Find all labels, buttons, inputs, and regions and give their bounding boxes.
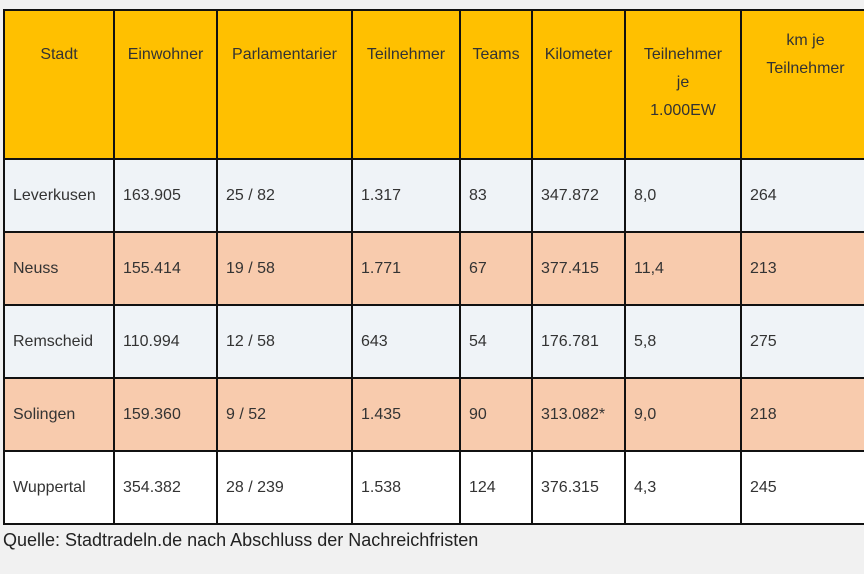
table-cell: 313.082* [531,377,626,452]
table-cell: 159.360 [113,377,218,452]
table-row: Wuppertal 354.382 28 / 239 1.538 124 376.315 4… [3,450,864,525]
header-cell: Teilnehmer je 1.000EW [624,9,742,160]
table-cell: 347.872 [531,158,626,233]
table-cell: 25 / 82 [216,158,353,233]
table-cell: 1.771 [351,231,461,306]
table-cell: 9,0 [624,377,742,452]
table-cell: 19 / 58 [216,231,353,306]
table-cell: 67 [459,231,533,306]
table-cell: 28 / 239 [216,450,353,525]
header-row: Stadt Einwohner Parlamentarier Teilnehme… [3,9,864,160]
table-cell: 54 [459,304,533,379]
table-cell: 354.382 [113,450,218,525]
source-caption: Quelle: Stadtradeln.de nach Abschluss de… [3,530,479,550]
table-cell: 12 / 58 [216,304,353,379]
table-cell: 110.994 [113,304,218,379]
table-row: Solingen 159.360 9 / 52 1.435 90 313.082* 9,0 2… [3,377,864,452]
table-cell: 4,3 [624,450,742,525]
table-cell: 176.781 [531,304,626,379]
table-cell: 1.317 [351,158,461,233]
table-cell: 264 [740,158,864,233]
table-cell: 1.538 [351,450,461,525]
table-cell: 9 / 52 [216,377,353,452]
table-cell: 155.414 [113,231,218,306]
table-row: Neuss 155.414 19 / 58 1.771 67 377.415 11,4 213 [3,231,864,306]
table-cell: Wuppertal [3,450,115,525]
header-cell: Teams [459,9,533,160]
table-cell: 1.435 [351,377,461,452]
header-cell: Teilnehmer [351,9,461,160]
table-cell: 245 [740,450,864,525]
table-cell: Remscheid [3,304,115,379]
table-cell: 90 [459,377,533,452]
table-cell: 8,0 [624,158,742,233]
table-cell: 163.905 [113,158,218,233]
table-cell: 377.415 [531,231,626,306]
table-cell: 11,4 [624,231,742,306]
table-cell: 213 [740,231,864,306]
table-cell: 376.315 [531,450,626,525]
results-table: Stadt Einwohner Parlamentarier Teilnehme… [3,9,864,525]
table-cell: Neuss [3,231,115,306]
header-cell: Einwohner [113,9,218,160]
table-cell: Leverkusen [3,158,115,233]
table-row: Remscheid 110.994 12 / 58 643 54 176.781 5,8 27… [3,304,864,379]
table-cell: 5,8 [624,304,742,379]
header-cell: Parlamentarier [216,9,353,160]
header-cell: Stadt [3,9,115,160]
table-cell: 124 [459,450,533,525]
table-cell: 218 [740,377,864,452]
table-cell: Solingen [3,377,115,452]
table-cell: 643 [351,304,461,379]
table-row: Leverkusen 163.905 25 / 82 1.317 83 347.872 8,… [3,158,864,233]
header-cell: km je Teilnehmer [740,9,864,160]
table-cell: 275 [740,304,864,379]
table-cell: 83 [459,158,533,233]
header-cell: Kilometer [531,9,626,160]
